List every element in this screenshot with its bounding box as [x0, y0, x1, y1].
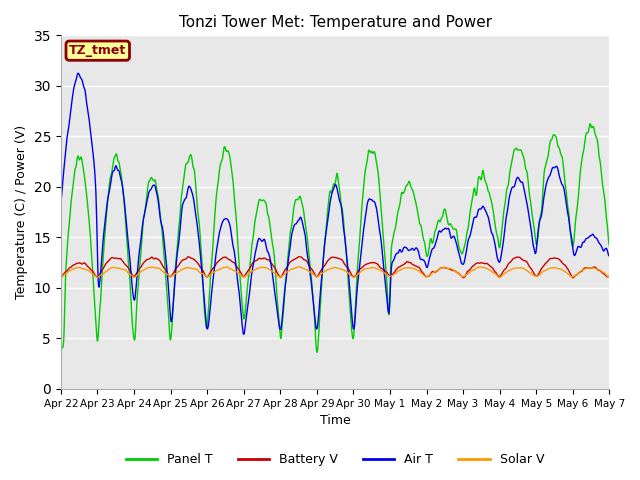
Air T	[74, 71, 82, 76]
Line: Solar V: Solar V	[61, 267, 609, 277]
Panel T	[541, 167, 548, 172]
Title: Tonzi Tower Met: Temperature and Power: Tonzi Tower Met: Temperature and Power	[179, 15, 492, 30]
Solar V	[179, 266, 187, 272]
Panel T	[166, 330, 173, 336]
Panel T	[241, 316, 248, 322]
Air T	[166, 306, 173, 312]
Legend: Panel T, Battery V, Air T, Solar V: Panel T, Battery V, Air T, Solar V	[121, 448, 549, 471]
Solar V	[496, 275, 504, 280]
Air T	[541, 188, 549, 194]
Panel T	[57, 345, 65, 350]
Battery V	[541, 262, 548, 267]
Line: Battery V: Battery V	[61, 257, 609, 278]
Line: Panel T: Panel T	[61, 124, 609, 352]
Battery V	[492, 270, 500, 276]
X-axis label: Time: Time	[320, 414, 351, 427]
Panel T	[420, 240, 428, 245]
Air T	[179, 200, 187, 206]
Air T	[493, 251, 500, 257]
Battery V	[570, 275, 577, 281]
Air T	[421, 259, 429, 265]
Panel T	[605, 243, 613, 249]
Panel T	[586, 121, 594, 127]
Battery V	[57, 275, 65, 280]
Text: TZ_tmet: TZ_tmet	[69, 44, 126, 57]
Air T	[240, 332, 248, 337]
Solar V	[541, 268, 549, 274]
Battery V	[605, 273, 613, 279]
Battery V	[420, 272, 428, 278]
Battery V	[241, 274, 248, 279]
Solar V	[57, 274, 65, 280]
Solar V	[492, 272, 500, 277]
Air T	[605, 253, 613, 259]
Panel T	[179, 183, 187, 189]
Solar V	[605, 274, 613, 280]
Battery V	[166, 274, 173, 279]
Solar V	[166, 273, 173, 279]
Solar V	[241, 274, 248, 279]
Panel T	[313, 349, 321, 355]
Panel T	[492, 228, 500, 234]
Solar V	[223, 264, 231, 270]
Solar V	[420, 273, 428, 279]
Air T	[241, 325, 249, 331]
Y-axis label: Temperature (C) / Power (V): Temperature (C) / Power (V)	[15, 125, 28, 299]
Battery V	[295, 254, 303, 260]
Battery V	[179, 257, 187, 263]
Line: Air T: Air T	[61, 73, 609, 335]
Air T	[57, 198, 65, 204]
